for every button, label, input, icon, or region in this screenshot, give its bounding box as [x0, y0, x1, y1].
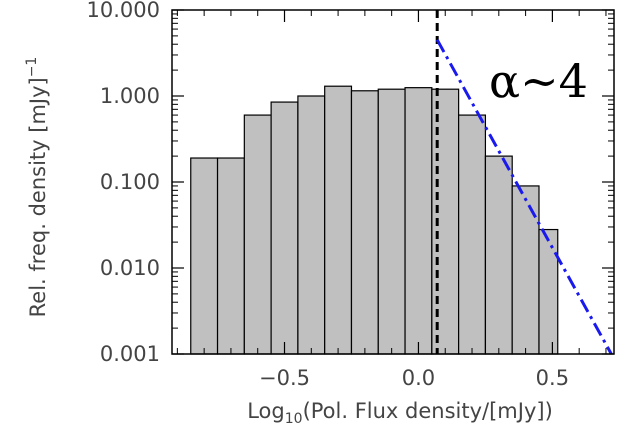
- histogram-bar: [484, 155, 513, 355]
- y-tick-label: 0.001: [100, 342, 160, 366]
- lines-group: [435, 10, 613, 355]
- histogram-bar: [377, 88, 406, 355]
- histogram-bar: [190, 157, 219, 355]
- histogram-bar: [350, 90, 379, 355]
- x-tick-label: 0.5: [536, 366, 569, 390]
- tick-labels-group: −0.5 0.0 0.5 0.001 0.010 0.100 1.000 10.000: [87, 0, 570, 390]
- y-tick-label: 0.100: [100, 170, 160, 194]
- histogram-bar: [270, 101, 299, 355]
- histogram-bar: [538, 228, 559, 355]
- y-tick-label: 1.000: [100, 84, 160, 108]
- y-tick-label: 10.000: [87, 0, 160, 22]
- histogram-bar: [324, 85, 353, 355]
- histogram-bar: [404, 87, 433, 355]
- x-axis-label-rest: (Pol. Flux density/[mJy]): [303, 399, 553, 423]
- alpha-annotation: α~4: [489, 54, 588, 108]
- x-axis-label-subscript: 10: [285, 411, 303, 427]
- bars-group: [190, 85, 559, 355]
- y-axis-label-main: Rel. freq. density [mJy]: [26, 77, 50, 317]
- histogram-bar: [243, 114, 272, 355]
- x-axis-label: Log10(Pol. Flux density/[mJy]): [247, 399, 553, 427]
- histogram-bar: [458, 114, 487, 355]
- ticks-group: [172, 9, 614, 355]
- power-law-fit-line: [435, 39, 613, 355]
- y-axis-label-superscript: −1: [24, 57, 40, 78]
- x-axis-label-prefix: Log: [247, 399, 285, 423]
- histogram-bar: [511, 185, 540, 355]
- x-tick-label: 0.0: [402, 366, 435, 390]
- x-tick-label: −0.5: [259, 366, 310, 390]
- histogram-bar: [297, 95, 326, 355]
- histogram-bar: [216, 157, 245, 355]
- y-axis-label: Rel. freq. density [mJy]−1: [24, 57, 50, 318]
- y-tick-label: 0.010: [100, 256, 160, 280]
